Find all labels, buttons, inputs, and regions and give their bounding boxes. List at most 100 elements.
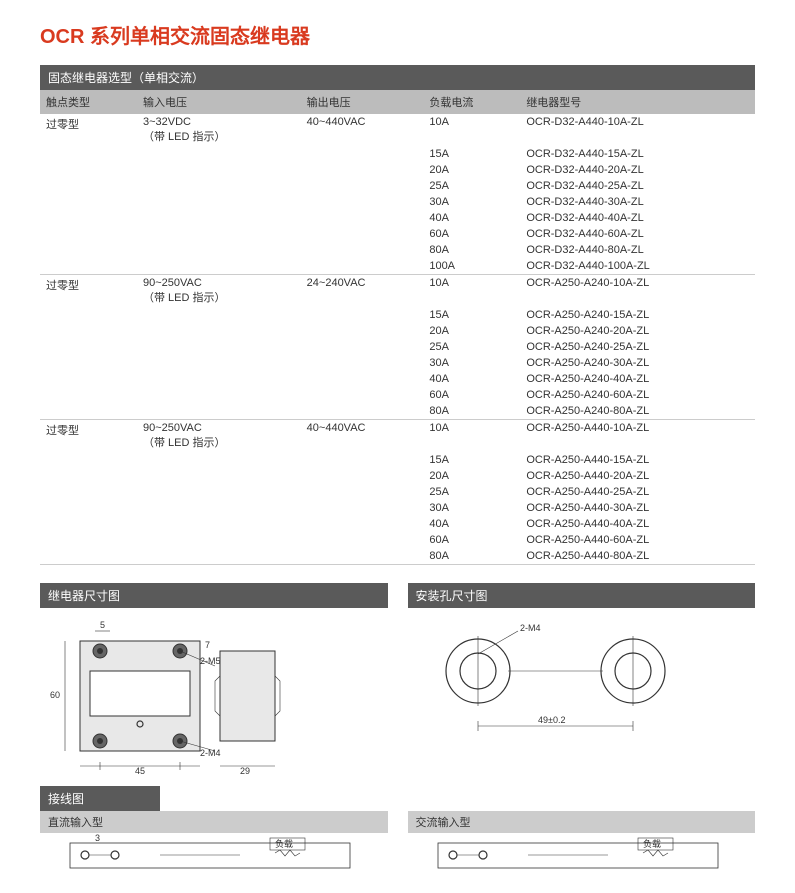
table-row: 15AOCR-D32-A440-15A-ZL — [40, 146, 755, 162]
spec-header-row: 触点类型 输入电压 输出电压 负载电流 继电器型号 — [40, 90, 755, 114]
cell-current: 30A — [423, 500, 520, 516]
cell-current: 10A — [423, 275, 520, 308]
cell-model: OCR-D32-A440-40A-ZL — [520, 210, 755, 226]
cell-model: OCR-A250-A240-60A-ZL — [520, 387, 755, 403]
dim-45: 45 — [135, 766, 145, 776]
dim-60: 60 — [50, 690, 60, 700]
cell-current: 10A — [423, 114, 520, 146]
col-model: 继电器型号 — [520, 90, 755, 114]
cell-contact: 过零型 — [40, 275, 137, 308]
cell-output: 24~240VAC — [301, 275, 424, 308]
table-row: 15AOCR-A250-A440-15A-ZL — [40, 452, 755, 468]
cell-current: 25A — [423, 484, 520, 500]
table-row: 15AOCR-A250-A240-15A-ZL — [40, 307, 755, 323]
cell-input: 90~250VAC（带 LED 指示） — [137, 420, 301, 453]
cell-model: OCR-A250-A240-30A-ZL — [520, 355, 755, 371]
table-row: 30AOCR-D32-A440-30A-ZL — [40, 194, 755, 210]
table-row: 80AOCR-A250-A440-80A-ZL — [40, 548, 755, 565]
spec-header-bar: 固态继电器选型（单相交流） — [40, 65, 755, 90]
cell-current: 25A — [423, 339, 520, 355]
table-row: 25AOCR-A250-A240-25A-ZL — [40, 339, 755, 355]
cell-model: OCR-D32-A440-80A-ZL — [520, 242, 755, 258]
mounting-block: 安装孔尺寸图 2-M4 49±0.2 — [408, 583, 756, 776]
cell-model: OCR-A250-A240-40A-ZL — [520, 371, 755, 387]
cell-model: OCR-A250-A240-15A-ZL — [520, 307, 755, 323]
table-row: 30AOCR-A250-A440-30A-ZL — [40, 500, 755, 516]
wiring-ac-svg: 负载 — [408, 833, 748, 873]
cell-current: 40A — [423, 516, 520, 532]
cell-current: 30A — [423, 355, 520, 371]
lbl-2m4: 2-M4 — [200, 748, 221, 758]
col-contact: 触点类型 — [40, 90, 137, 114]
page-title: OCR 系列单相交流固态继电器 — [40, 20, 755, 49]
svg-text:3: 3 — [95, 833, 100, 843]
cell-model: OCR-A250-A440-60A-ZL — [520, 532, 755, 548]
cell-current: 20A — [423, 162, 520, 178]
mounting-svg: 2-M4 49±0.2 — [408, 616, 728, 776]
wiring-dc-label: 直流输入型 — [40, 811, 388, 833]
table-row: 30AOCR-A250-A240-30A-ZL — [40, 355, 755, 371]
table-row: 25AOCR-A250-A440-25A-ZL — [40, 484, 755, 500]
cell-model: OCR-D32-A440-10A-ZL — [520, 114, 755, 146]
table-row: 20AOCR-A250-A240-20A-ZL — [40, 323, 755, 339]
lbl-spacing: 49±0.2 — [538, 715, 565, 725]
dim-29: 29 — [240, 766, 250, 776]
cell-model: OCR-D32-A440-30A-ZL — [520, 194, 755, 210]
cell-model: OCR-A250-A440-20A-ZL — [520, 468, 755, 484]
table-row: 25AOCR-D32-A440-25A-ZL — [40, 178, 755, 194]
cell-current: 100A — [423, 258, 520, 275]
table-row: 80AOCR-A250-A240-80A-ZL — [40, 403, 755, 420]
cell-current: 60A — [423, 387, 520, 403]
table-row: 40AOCR-A250-A240-40A-ZL — [40, 371, 755, 387]
cell-current: 40A — [423, 371, 520, 387]
dim-5: 5 — [100, 620, 105, 630]
dimension-block: 继电器尺寸图 45 — [40, 583, 388, 776]
dim-7: 7 — [205, 640, 210, 650]
cell-current: 30A — [423, 194, 520, 210]
cell-model: OCR-A250-A240-80A-ZL — [520, 403, 755, 420]
cell-model: OCR-A250-A440-10A-ZL — [520, 420, 755, 453]
cell-model: OCR-D32-A440-60A-ZL — [520, 226, 755, 242]
cell-current: 15A — [423, 146, 520, 162]
cell-current: 80A — [423, 403, 520, 420]
cell-current: 25A — [423, 178, 520, 194]
wiring-dc-svg: 3 负载 — [40, 833, 380, 873]
col-input: 输入电压 — [137, 90, 301, 114]
cell-model: OCR-D32-A440-100A-ZL — [520, 258, 755, 275]
table-row: 60AOCR-D32-A440-60A-ZL — [40, 226, 755, 242]
col-output: 输出电压 — [301, 90, 424, 114]
cell-model: OCR-A250-A440-80A-ZL — [520, 548, 755, 565]
cell-model: OCR-A250-A440-15A-ZL — [520, 452, 755, 468]
cell-model: OCR-A250-A440-30A-ZL — [520, 500, 755, 516]
table-row: 过零型90~250VAC（带 LED 指示）40~440VAC10AOCR-A2… — [40, 420, 755, 453]
lbl-2m5: 2-M5 — [200, 656, 221, 666]
cell-output: 40~440VAC — [301, 420, 424, 453]
table-row: 过零型90~250VAC（带 LED 指示）24~240VAC10AOCR-A2… — [40, 275, 755, 308]
cell-current: 15A — [423, 307, 520, 323]
cell-output: 40~440VAC — [301, 114, 424, 146]
table-row: 40AOCR-D32-A440-40A-ZL — [40, 210, 755, 226]
cell-model: OCR-D32-A440-20A-ZL — [520, 162, 755, 178]
cell-current: 10A — [423, 420, 520, 453]
cell-current: 20A — [423, 468, 520, 484]
cell-contact: 过零型 — [40, 114, 137, 146]
cell-model: OCR-D32-A440-15A-ZL — [520, 146, 755, 162]
wiring-ac-label: 交流输入型 — [408, 811, 756, 833]
cell-input: 90~250VAC（带 LED 指示） — [137, 275, 301, 308]
wiring-dc-load: 负载 — [275, 838, 293, 849]
table-row: 60AOCR-A250-A240-60A-ZL — [40, 387, 755, 403]
cell-model: OCR-A250-A240-20A-ZL — [520, 323, 755, 339]
cell-current: 60A — [423, 226, 520, 242]
cell-model: OCR-A250-A440-40A-ZL — [520, 516, 755, 532]
dimension-title: 继电器尺寸图 — [40, 583, 388, 608]
spec-table: 触点类型 输入电压 输出电压 负载电流 继电器型号 过零型3~32VDC（带 L… — [40, 90, 755, 565]
wiring-title: 接线图 — [40, 786, 160, 811]
cell-model: OCR-A250-A240-25A-ZL — [520, 339, 755, 355]
table-row: 80AOCR-D32-A440-80A-ZL — [40, 242, 755, 258]
table-row: 20AOCR-D32-A440-20A-ZL — [40, 162, 755, 178]
cell-current: 40A — [423, 210, 520, 226]
table-row: 20AOCR-A250-A440-20A-ZL — [40, 468, 755, 484]
cell-model: OCR-A250-A440-25A-ZL — [520, 484, 755, 500]
dimension-svg: 45 29 60 5 2-M5 2-M4 7 — [40, 616, 360, 776]
mounting-title: 安装孔尺寸图 — [408, 583, 756, 608]
